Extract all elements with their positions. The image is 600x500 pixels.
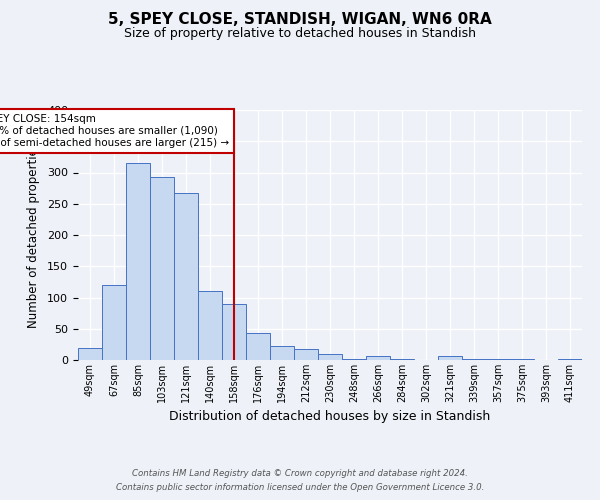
Bar <box>558 359 582 360</box>
Bar <box>486 359 510 360</box>
Bar <box>174 193 198 360</box>
Bar <box>150 177 174 360</box>
Bar <box>102 285 126 360</box>
Bar <box>126 163 150 360</box>
Text: 5, SPEY CLOSE, STANDISH, WIGAN, WN6 0RA: 5, SPEY CLOSE, STANDISH, WIGAN, WN6 0RA <box>108 12 492 28</box>
Text: Contains public sector information licensed under the Open Government Licence 3.: Contains public sector information licen… <box>116 484 484 492</box>
Text: Contains HM Land Registry data © Crown copyright and database right 2024.: Contains HM Land Registry data © Crown c… <box>132 468 468 477</box>
Bar <box>222 304 246 360</box>
Bar <box>318 354 342 360</box>
Text: Size of property relative to detached houses in Standish: Size of property relative to detached ho… <box>124 28 476 40</box>
Bar <box>198 291 222 360</box>
Bar <box>366 356 390 360</box>
Text: 5 SPEY CLOSE: 154sqm
← 83% of detached houses are smaller (1,090)
16% of semi-de: 5 SPEY CLOSE: 154sqm ← 83% of detached h… <box>0 114 229 148</box>
X-axis label: Distribution of detached houses by size in Standish: Distribution of detached houses by size … <box>169 410 491 424</box>
Bar <box>438 356 462 360</box>
Bar <box>270 346 294 360</box>
Y-axis label: Number of detached properties: Number of detached properties <box>27 142 40 328</box>
Bar <box>78 348 102 360</box>
Bar <box>294 350 318 360</box>
Bar <box>246 333 270 360</box>
